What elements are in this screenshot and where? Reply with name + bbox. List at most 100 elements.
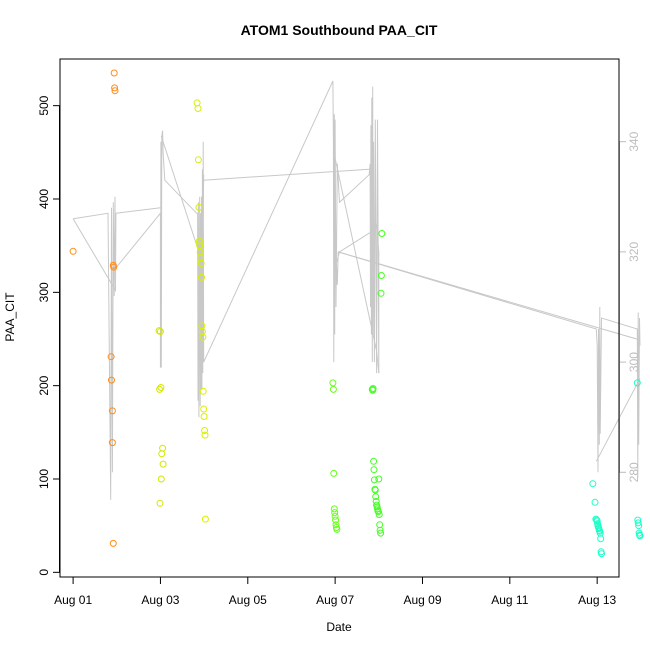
- secondary-connector-4: [334, 158, 380, 374]
- scatter-point: [331, 509, 339, 517]
- x-tick-label: Aug 01: [54, 593, 92, 607]
- scatter-point: [634, 519, 642, 527]
- secondary-series-line: [73, 80, 641, 500]
- scatter-point: [593, 517, 601, 525]
- axes-layer: Aug 01 Aug 03 Aug 05 Aug 07 Aug 09 Aug 11 Aug …: [37, 95, 641, 607]
- scatter-point: [108, 407, 116, 415]
- x-tick-label: Aug 03: [141, 593, 179, 607]
- scatter-point: [199, 387, 207, 395]
- scatter-point: [110, 69, 118, 77]
- scatter-point: [377, 529, 385, 537]
- scatter-point: [108, 376, 115, 384]
- scatter-point: [591, 498, 599, 506]
- x-axis-label: Date: [326, 620, 352, 634]
- x-tick-label: Aug 13: [578, 593, 616, 607]
- scatter-point: [108, 439, 116, 447]
- y2-tick-label: 340: [627, 131, 641, 151]
- scatter-point: [157, 384, 165, 391]
- secondary-connector-2: [160, 135, 205, 264]
- secondary-connector-1: [115, 207, 161, 214]
- scatter-point: [201, 431, 209, 439]
- scatter-point: [157, 475, 165, 483]
- scatter-point: [111, 87, 119, 95]
- scatter-point: [110, 263, 118, 271]
- scatter-point: [201, 515, 209, 523]
- x-tick-label: Aug 07: [316, 593, 354, 607]
- scatter-point: [331, 512, 339, 520]
- scatter-point: [195, 237, 203, 245]
- scatter-point: [111, 84, 119, 92]
- y-tick-label: 0: [37, 569, 51, 576]
- scatter-point: [69, 247, 77, 255]
- y-tick-label: 400: [37, 189, 51, 209]
- x-tick-label: Aug 09: [403, 593, 441, 607]
- scatter-point: [377, 272, 385, 279]
- y2-tick-label: 320: [627, 242, 641, 262]
- scatter-point: [370, 466, 378, 474]
- scatter-point: [333, 525, 341, 533]
- scatter-point: [194, 105, 202, 112]
- scatter-point: [198, 273, 205, 281]
- scatter-points-layer: [69, 69, 644, 558]
- y-tick-label: 200: [37, 375, 51, 395]
- scatter-point: [374, 508, 382, 516]
- scatter-point: [329, 385, 337, 393]
- scatter-point: [372, 493, 380, 501]
- secondary-connector-6: [595, 378, 641, 462]
- scatter-point: [332, 516, 340, 524]
- scatter-point: [635, 522, 643, 530]
- scatter-point: [200, 405, 208, 413]
- scatter-point: [636, 532, 644, 540]
- scatter-point: [156, 385, 164, 393]
- scatter-point: [107, 353, 115, 361]
- secondary-connector-0: [72, 213, 117, 293]
- scatter-point: [201, 427, 209, 434]
- scatter-point: [109, 539, 117, 547]
- scatter-point: [370, 476, 378, 484]
- scatter-point: [376, 526, 384, 534]
- scatter-point: [371, 486, 379, 494]
- scatter-point: [156, 499, 164, 507]
- scatter-point: [377, 289, 385, 297]
- y2-tick-label: 280: [627, 462, 641, 482]
- y-tick-label: 100: [37, 469, 51, 489]
- scatter-point: [598, 550, 605, 558]
- scatter-point: [592, 515, 600, 523]
- scatter-point: [375, 511, 383, 518]
- scatter-point: [597, 535, 605, 543]
- scatter-point: [199, 333, 207, 341]
- scatter-point: [330, 505, 338, 513]
- chart-title: ATOM1 Southbound PAA_CIT: [241, 22, 438, 38]
- scatter-point: [329, 379, 337, 387]
- scatter-point: [370, 457, 378, 465]
- secondary-connector-5: [338, 251, 641, 341]
- scatter-point: [369, 385, 377, 392]
- y-tick-label: 300: [37, 282, 51, 302]
- scatter-point: [200, 413, 208, 420]
- scatter-point: [378, 230, 386, 237]
- scatter-point: [159, 444, 167, 452]
- scatter-point: [633, 379, 641, 387]
- scatter-point: [159, 460, 167, 468]
- scatter-point: [330, 469, 338, 477]
- y-axis-label: PAA_CIT: [3, 292, 17, 342]
- x-tick-label: Aug 05: [229, 593, 267, 607]
- scatter-point: [589, 480, 597, 488]
- scatter-point: [195, 203, 203, 211]
- scatter-point: [332, 521, 340, 529]
- secondary-connector-3: [203, 168, 370, 181]
- x-tick-label: Aug 11: [491, 593, 528, 607]
- scatter-point: [375, 475, 383, 483]
- y-tick-label: 500: [37, 95, 51, 115]
- scatter-point: [196, 242, 204, 250]
- scatter-point: [155, 327, 163, 335]
- plot-frame: [59, 58, 620, 578]
- scatter-point: [194, 156, 202, 164]
- secondary-line-layer: [72, 80, 641, 500]
- scatter-point: [156, 328, 164, 335]
- y2-tick-label: 300: [627, 352, 641, 372]
- scatter-point: [197, 259, 205, 267]
